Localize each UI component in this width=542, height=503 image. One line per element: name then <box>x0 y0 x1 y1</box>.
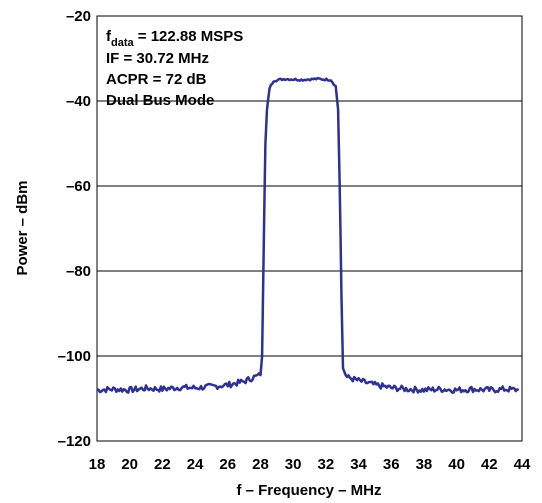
x-tick-label: 32 <box>318 456 335 473</box>
x-tick-label: 38 <box>416 456 433 473</box>
x-tick-label: 36 <box>383 456 400 473</box>
annotation-sample-rate-sub: data <box>111 37 135 49</box>
x-tick-label: 22 <box>154 456 171 473</box>
y-axis-label: Power – dBm <box>14 180 31 275</box>
y-tick-label: –40 <box>66 93 91 110</box>
x-tick-label: 30 <box>285 456 302 473</box>
annotation-sample-rate-rest: = 122.88 MSPS <box>134 28 244 45</box>
annotation-mode: Dual Bus Mode <box>106 92 214 109</box>
annotation-sample-rate-main: f <box>106 28 112 45</box>
x-tick-label: 28 <box>252 456 269 473</box>
y-tick-label: –60 <box>66 178 91 195</box>
x-tick-label: 34 <box>350 456 367 473</box>
y-tick-label: –20 <box>66 8 91 25</box>
y-tick-label: –120 <box>58 433 91 450</box>
annotation-sample-rate: fdata = 122.88 MSPS <box>106 28 243 49</box>
annotation-if: IF = 30.72 MHz <box>106 50 209 67</box>
x-tick-label: 42 <box>481 456 498 473</box>
y-tick-label: –100 <box>58 348 91 365</box>
series-line-power <box>96 76 520 394</box>
x-tick-label: 26 <box>219 456 236 473</box>
x-axis-label: f – Frequency – MHz <box>236 482 381 499</box>
plot-area <box>96 15 523 442</box>
x-tick-label: 44 <box>514 456 531 473</box>
y-tick-label: –80 <box>66 263 91 280</box>
x-tick-label: 18 <box>89 456 106 473</box>
x-tick-label: 24 <box>187 456 204 473</box>
annotation-acpr: ACPR = 72 dB <box>106 71 207 88</box>
annotation-block: fdata = 122.88 MSPS IF = 30.72 MHz ACPR … <box>106 28 243 109</box>
x-tick-label: 20 <box>121 456 138 473</box>
x-tick-label: 40 <box>448 456 465 473</box>
